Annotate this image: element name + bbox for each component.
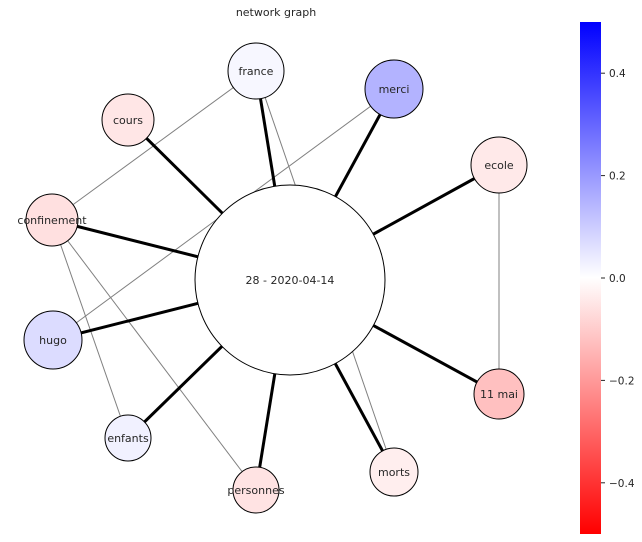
- colorbar-tick-label: −0.4: [609, 478, 635, 490]
- node-enfants-circle: [104, 414, 152, 462]
- node-hugo-circle: [23, 310, 83, 370]
- colorbar-tick-label: 0.2: [609, 171, 626, 183]
- node-confinement-label: confinement: [17, 214, 87, 227]
- word-nodes: france merci cours ecole confinement hugo 11 m…: [17, 42, 528, 514]
- node-11mai[interactable]: 11 mai: [473, 368, 525, 420]
- node-hugo[interactable]: hugo: [23, 310, 83, 370]
- node-confinement-circle: [25, 193, 79, 247]
- node-personnes-label: personnes: [227, 484, 284, 497]
- node-merci[interactable]: merci: [364, 59, 424, 119]
- colorbar-gradient: [580, 22, 601, 534]
- node-ecole-label: ecole: [484, 159, 514, 172]
- node-merci-label: merci: [379, 83, 410, 96]
- node-cours-circle: [101, 93, 155, 147]
- colorbar-tick-label: 0.4: [609, 68, 626, 80]
- node-personnes[interactable]: personnes: [227, 466, 285, 514]
- colorbar-tick-label: −0.2: [609, 375, 635, 387]
- node-france-circle: [227, 42, 285, 100]
- graph-title: network graph: [236, 6, 316, 19]
- edge-confinement-personnes: [51, 219, 257, 491]
- node-france[interactable]: france: [227, 42, 285, 100]
- node-cours[interactable]: cours: [101, 93, 155, 147]
- colorbar-ticks: 0.4 0.2 0.0 −0.2 −0.4: [601, 68, 635, 490]
- node-ecole-circle: [470, 136, 528, 194]
- edge-confinement-enfants: [51, 219, 129, 439]
- node-personnes-circle: [232, 466, 280, 514]
- node-confinement[interactable]: confinement: [17, 193, 87, 247]
- colorbar-tick-label: 0.0: [609, 273, 626, 285]
- node-enfants[interactable]: enfants: [104, 414, 152, 462]
- center-node[interactable]: 28 - 2020-04-14: [194, 184, 386, 376]
- center-node-label: 28 - 2020-04-14: [246, 274, 335, 287]
- node-11mai-label: 11 mai: [480, 388, 518, 401]
- node-enfants-label: enfants: [107, 432, 149, 445]
- colorbar: 0.4 0.2 0.0 −0.2 −0.4: [580, 22, 635, 534]
- node-morts[interactable]: morts: [369, 447, 419, 497]
- node-hugo-label: hugo: [39, 334, 67, 347]
- node-merci-circle: [364, 59, 424, 119]
- node-11mai-circle: [473, 368, 525, 420]
- node-france-label: france: [239, 65, 274, 78]
- node-cours-label: cours: [113, 114, 143, 127]
- node-ecole[interactable]: ecole: [470, 136, 528, 194]
- node-morts-label: morts: [378, 466, 410, 479]
- node-morts-circle: [369, 447, 419, 497]
